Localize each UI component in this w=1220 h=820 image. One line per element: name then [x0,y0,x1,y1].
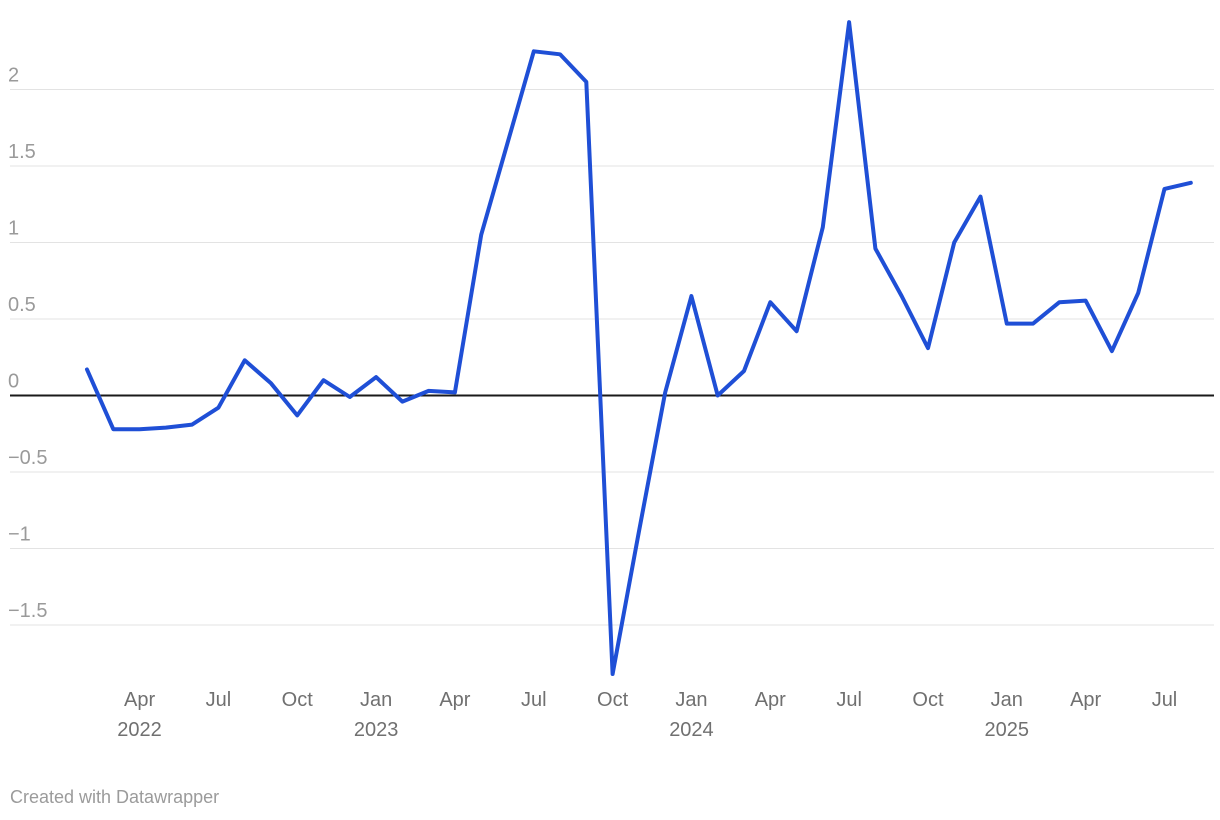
x-tick-label: Jul [521,689,547,711]
x-axis-labels: Apr 2022 Jul Oct Jan 2023 Apr Jul Oct Jan 2024 Apr J… [117,689,1177,741]
y-tick-label: 2 [8,65,19,87]
series-line [85,20,1193,676]
y-gridlines [10,89,1214,626]
y-tick-label: 0.5 [8,294,36,316]
y-tick-label: 0 [8,371,19,393]
x-tick-label: Jul [836,689,862,711]
x-tick-label: Apr [1070,689,1101,711]
x-tick-label: Jan [991,689,1023,711]
x-tick-label: Oct [597,689,629,711]
y-tick-label: −1 [8,524,31,546]
y-tick-label: −0.5 [8,447,47,469]
x-tick-year: 2025 [985,719,1030,741]
x-tick-year: 2022 [117,719,162,741]
x-tick-label: Apr [124,689,155,711]
x-tick-label: Jan [675,689,707,711]
attribution-text: Created with Datawrapper [10,787,220,807]
x-tick-label: Jul [206,689,232,711]
x-tick-label: Jul [1152,689,1178,711]
x-tick-label: Oct [282,689,314,711]
x-tick-year: 2024 [669,719,714,741]
x-tick-year: 2023 [354,719,399,741]
x-tick-label: Apr [439,689,470,711]
y-tick-label: −1.5 [8,600,47,622]
x-tick-label: Jan [360,689,392,711]
x-tick-label: Oct [912,689,944,711]
y-tick-label: 1.5 [8,141,36,163]
y-axis-labels: 2 1.5 1 0.5 0 −0.5 −1 −1.5 [8,65,47,623]
y-tick-label: 1 [8,218,19,240]
x-tick-label: Apr [755,689,786,711]
